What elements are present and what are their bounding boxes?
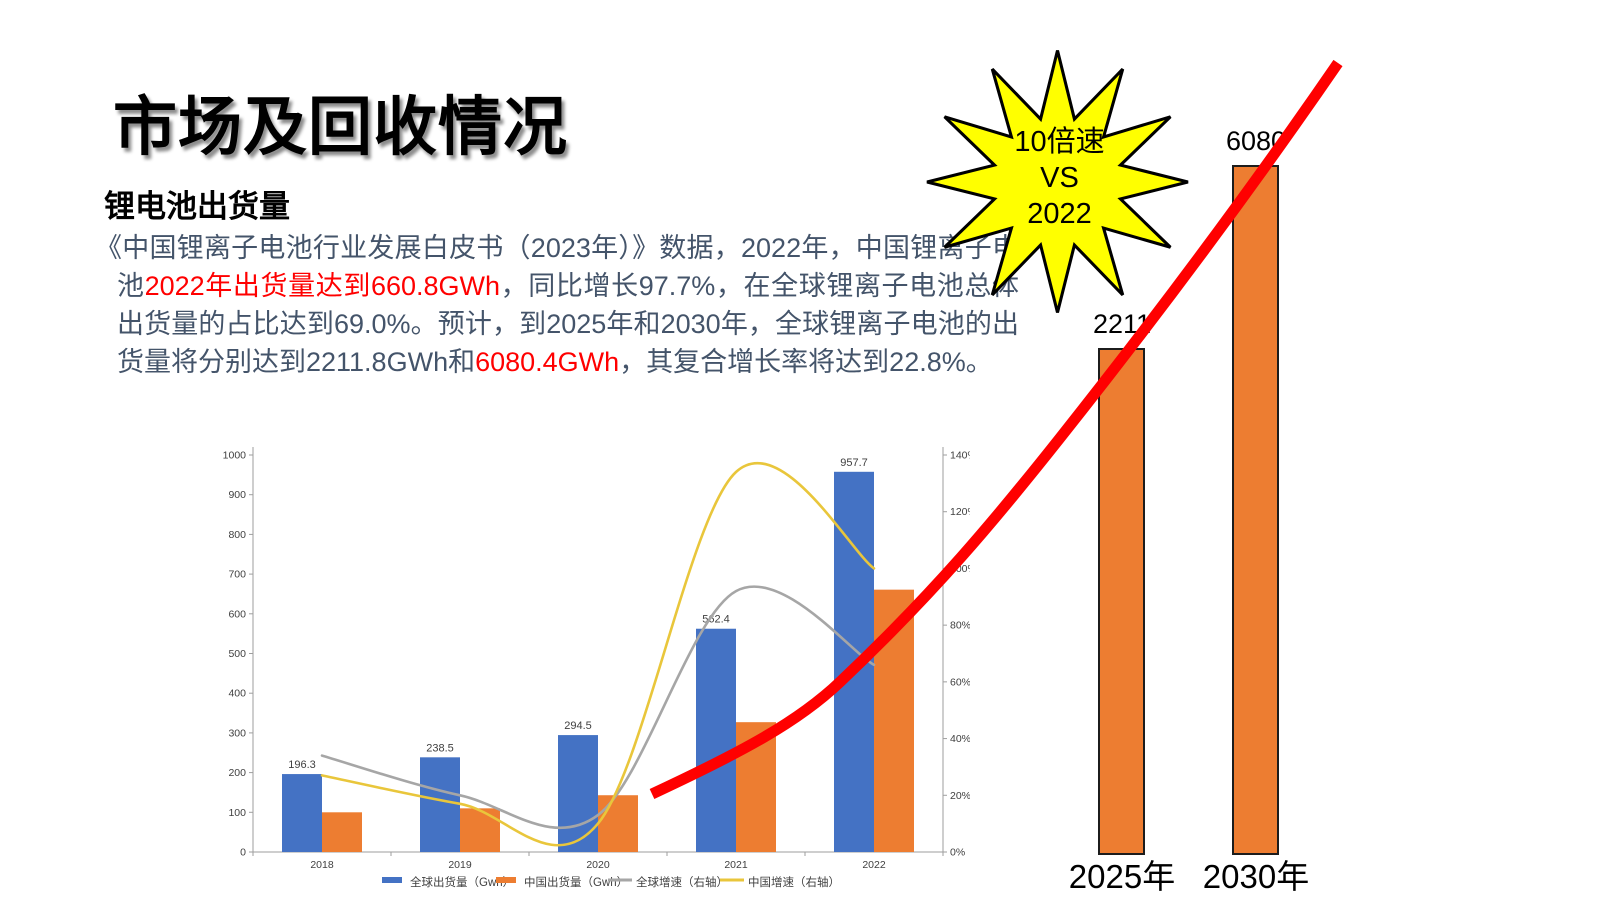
bar-value-label: 196.3 <box>288 759 316 771</box>
starburst-shape: 10倍速 VS 2022 <box>925 42 1190 320</box>
bar-china-2019 <box>460 808 500 852</box>
legend-item: 中国出货量（Gwh） <box>496 875 628 889</box>
left-axis-tick-label: 100 <box>228 807 246 819</box>
left-axis-tick-label: 300 <box>228 727 246 739</box>
left-axis-tick-label: 0 <box>240 847 246 859</box>
paragraph-highlight-1: 2022年出货量达到660.8GWh <box>144 271 501 301</box>
starburst-line-2: VS <box>1040 162 1079 194</box>
page-title: 市场及回收情况 <box>113 91 568 163</box>
legend-item: 全球出货量（Gwh） <box>382 875 514 889</box>
left-axis-tick-label: 1000 <box>223 450 247 462</box>
bar-china-2020 <box>598 795 638 852</box>
bar-global-2019 <box>420 757 460 852</box>
paragraph-highlight-2: 6080.4GWh <box>475 347 620 377</box>
left-axis-tick-label: 700 <box>228 569 246 581</box>
left-axis-tick-label: 400 <box>228 688 246 700</box>
legend-label: 全球增速（右轴） <box>636 875 728 889</box>
right-axis-tick-label: 120% <box>950 506 970 518</box>
starburst-line-3: 2022 <box>1027 198 1092 230</box>
projection-bar-2025-value: 2211 <box>1092 309 1152 339</box>
right-axis-tick-label: 40% <box>950 733 970 745</box>
legend-swatch-bar <box>382 877 402 883</box>
right-axis-tick-label: 140% <box>950 450 970 462</box>
legend-label: 全球出货量（Gwh） <box>410 875 514 889</box>
left-axis-tick-label: 900 <box>228 489 246 501</box>
bar-value-label: 294.5 <box>564 720 592 732</box>
right-axis-tick-label: 100% <box>950 563 970 575</box>
projection-bar-2030-value: 6080 <box>1225 126 1287 156</box>
right-axis-tick-label: 0% <box>950 847 965 859</box>
legend-swatch-bar <box>496 877 516 883</box>
bar-global-2020 <box>558 735 598 852</box>
legend-swatch-line <box>720 878 744 882</box>
right-axis-tick-label: 80% <box>950 620 970 632</box>
right-axis-tick-label: 20% <box>950 790 970 802</box>
section-subtitle: 锂电池出货量 <box>104 189 290 224</box>
projection-bar-2030 <box>1232 165 1279 855</box>
shipment-combo-chart: 0 100 200 300 400 500 600 700 800 900 1000 0% 20% 40%… <box>223 447 970 889</box>
x-axis-label: 2022 <box>862 859 886 871</box>
starburst-line-1: 10倍速 <box>1014 126 1105 158</box>
bar-value-label: 957.7 <box>840 457 868 469</box>
legend-label: 中国增速（右轴） <box>748 875 840 889</box>
x-axis-label: 2018 <box>310 859 334 871</box>
starburst-text: 10倍速 VS 2022 <box>957 124 1162 232</box>
bar-china-2018 <box>322 812 362 852</box>
paragraph-text-3: ，其复合增长率将达到22.8%。 <box>619 347 993 377</box>
x-axis-label: 2019 <box>448 859 472 871</box>
projection-bar-2025 <box>1098 348 1145 855</box>
left-axis-tick-label: 200 <box>228 767 246 779</box>
bar-global-2021 <box>696 628 736 852</box>
legend-item: 全球增速（右轴） <box>608 875 728 889</box>
projection-year-2025: 2025年 <box>1068 858 1176 895</box>
body-paragraph: 《中国锂离子电池行业发展白皮书（2023年）》数据，2022年，中国锂离子电池2… <box>95 229 1019 381</box>
legend-item: 中国增速（右轴） <box>720 875 840 889</box>
bar-china-2021 <box>736 722 776 852</box>
x-axis-label: 2020 <box>586 859 610 871</box>
left-axis-tick-label: 600 <box>228 608 246 620</box>
projection-year-2030: 2030年 <box>1202 858 1310 895</box>
bar-global-2018 <box>282 774 322 852</box>
legend-label: 中国出货量（Gwh） <box>524 875 628 889</box>
bar-china-2022 <box>874 589 914 852</box>
right-axis-tick-label: 60% <box>950 676 970 688</box>
left-axis-tick-label: 500 <box>228 648 246 660</box>
bar-value-label: 238.5 <box>426 742 454 754</box>
left-axis-tick-label: 800 <box>228 529 246 541</box>
x-axis-label: 2021 <box>724 859 748 871</box>
legend-swatch-line <box>608 878 632 882</box>
